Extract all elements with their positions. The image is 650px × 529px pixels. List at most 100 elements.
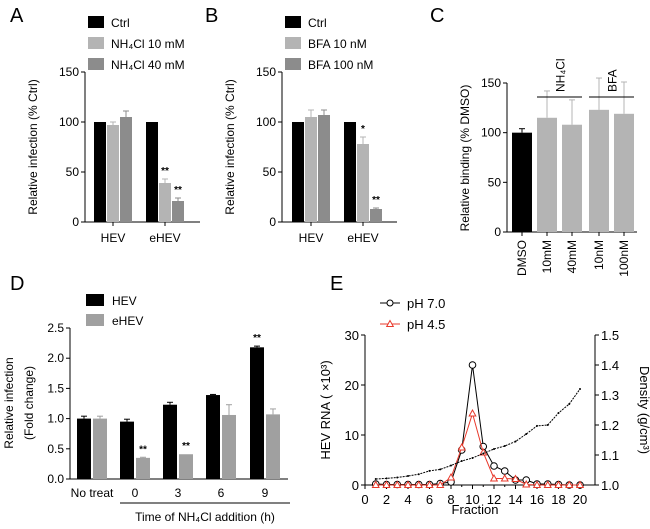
panel-C-group-label: BFA — [606, 69, 620, 92]
panel-A-legend-label: Ctrl — [111, 16, 130, 30]
panel-A-y-tick-label: 0 — [72, 215, 79, 229]
panel-E-x-tick-label: 14 — [508, 492, 522, 507]
panel-C-x-tick-label: 10mM — [540, 240, 554, 273]
panel-E-point-density — [493, 448, 495, 450]
panel-E-x-label: Fraction — [452, 502, 499, 517]
panel-B-y-tick-label: 0 — [269, 215, 276, 229]
panel-B-bar-BFA-10-nM — [305, 117, 317, 222]
panel-E-point-pH45 — [436, 480, 445, 488]
panel-E-y2-tick-label: 1.3 — [601, 388, 619, 403]
panel-A-y-tick-label: 100 — [59, 115, 79, 129]
panel-D-y-tick-label: 2.5 — [47, 321, 64, 335]
panel-E-point-pH45 — [457, 442, 466, 451]
panel-label-D: D — [10, 273, 24, 295]
panel-C-y-tick-label: 0 — [494, 225, 501, 239]
panel-E-y-tick-label: 0 — [352, 478, 359, 493]
panel-D-y-tick-label: 0.5 — [47, 442, 64, 456]
panel-B-bar-Ctrl — [292, 122, 304, 222]
panel-B-x-tick-label: HEV — [299, 231, 324, 245]
panel-E-point-pH45 — [382, 480, 391, 488]
significance-label: ** — [139, 444, 147, 455]
panel-E-point-pH45 — [511, 474, 520, 482]
panel-E-point-density — [417, 473, 420, 476]
panel-E-y2-tick-label: 1.5 — [601, 328, 619, 343]
panel-E-point-pH45 — [489, 473, 499, 482]
panel-E-point-pH45 — [446, 472, 456, 481]
panel-E-point-density — [471, 457, 474, 459]
panel-B-legend-swatch — [285, 37, 301, 49]
panel-E-legend-label: pH 7.0 — [407, 296, 445, 311]
panel-D-bar-HEV — [120, 421, 134, 479]
panel-E-x-tick-label: 18 — [551, 492, 565, 507]
panel-A-bar-NH-Cl-10-mM — [159, 183, 171, 222]
panel-E-point-pH45 — [532, 480, 542, 488]
significance-label: ** — [253, 333, 261, 344]
panel-E-x-tick-label: 8 — [447, 492, 454, 507]
panel-C-bar-100nM — [614, 113, 634, 232]
significance-label: ** — [174, 185, 182, 196]
panel-label-B: B — [205, 5, 218, 27]
panel-E-point-density — [579, 388, 581, 390]
panel-E-y2-tick-label: 1.1 — [601, 448, 619, 463]
panel-E-point-pH45 — [403, 480, 413, 488]
panel-E-point-pH45 — [565, 480, 574, 488]
panel-C-bar-10nM — [589, 109, 609, 232]
panel-A-y-tick-label: 50 — [66, 165, 80, 179]
panel-B-legend-label: BFA 10 nM — [308, 37, 367, 51]
panel-A-legend-swatch — [88, 58, 104, 70]
panel-B-y-tick-label: 150 — [256, 65, 276, 79]
panel-E-point-density — [439, 468, 442, 471]
panel-E-point-pH45 — [522, 479, 531, 488]
panel-E-y-tick-label: 10 — [345, 428, 359, 443]
panel-A-y-label: Relative infection (% Ctrl) — [26, 79, 40, 214]
panel-E-y2-label: Density (g/cm³) — [637, 366, 650, 454]
panel-E-point-pH45 — [468, 408, 477, 417]
panel-D-bar-eHEV — [136, 457, 150, 479]
panel-E-point-density — [568, 403, 571, 405]
panel-A-legend-label: NH₄Cl 40 mM — [111, 58, 185, 72]
panel-A-bar-NH-Cl-40-mM — [120, 117, 132, 222]
panel-E-point-density — [482, 452, 485, 455]
panel-E-point-pH45 — [414, 480, 423, 488]
panel-E-y-label: HEV RNA ( ×10³) — [318, 360, 333, 459]
panel-E-point-density — [557, 412, 560, 414]
panel-D-y-tick-label: 1.5 — [47, 381, 64, 395]
panel-E-x-tick-label: 10 — [465, 492, 479, 507]
panel-B-legend-swatch — [285, 16, 301, 28]
panel-E-point-density — [514, 440, 517, 443]
panel-B-y-label: Relative infection (% Ctrl) — [223, 79, 237, 214]
significance-label: * — [361, 124, 365, 135]
panel-E-legend-label: pH 4.5 — [407, 317, 445, 332]
panel-D-bar-eHEV — [179, 454, 193, 479]
panel-E-y2-tick-label: 1.4 — [601, 358, 619, 373]
panel-D-y-tick-label: 0.0 — [47, 472, 64, 486]
panel-B-legend-label: BFA 100 nM — [308, 58, 373, 72]
panel-E-x-tick-label: 12 — [487, 492, 501, 507]
panel-B-legend-label: Ctrl — [308, 16, 327, 30]
significance-label: ** — [372, 195, 380, 206]
panel-D-bar-HEV — [163, 404, 177, 479]
panel-C-bar-40mM — [562, 124, 582, 232]
panel-E-point-pH45 — [575, 480, 585, 488]
panel-B-bar-BFA-100-nM — [370, 209, 382, 222]
significance-label: ** — [161, 166, 169, 177]
panel-C-x-tick-label: 100nM — [617, 240, 631, 277]
panel-A-legend-swatch — [88, 37, 104, 49]
panel-D-x-tick-label: 6 — [218, 486, 225, 500]
panel-A-bar-NH-Cl-40-mM — [172, 201, 184, 222]
panel-A-legend-label: NH₄Cl 10 mM — [111, 37, 185, 51]
panel-C-y-tick-label: 50 — [488, 175, 502, 189]
panel-E-point-pH45 — [479, 447, 488, 456]
panel-E-y-tick-label: 30 — [345, 328, 359, 343]
panel-C-x-tick-label: 10nM — [592, 240, 606, 270]
panel-D-x-tick-label: No treat — [71, 486, 114, 500]
panel-label-C: C — [430, 5, 444, 27]
panel-C-y-tick-label: 150 — [481, 76, 501, 90]
panel-D-legend-swatch — [86, 314, 104, 326]
panel-D-y-tick-label: 2.0 — [47, 351, 64, 365]
panel-D-y-label: (Fold change) — [22, 366, 36, 440]
panel-C-x-tick-label: 40mM — [565, 240, 579, 273]
panel-A-x-tick-label: HEV — [101, 231, 126, 245]
panel-E-point-pH45 — [500, 473, 509, 482]
panel-E-point-pH45 — [543, 480, 552, 488]
